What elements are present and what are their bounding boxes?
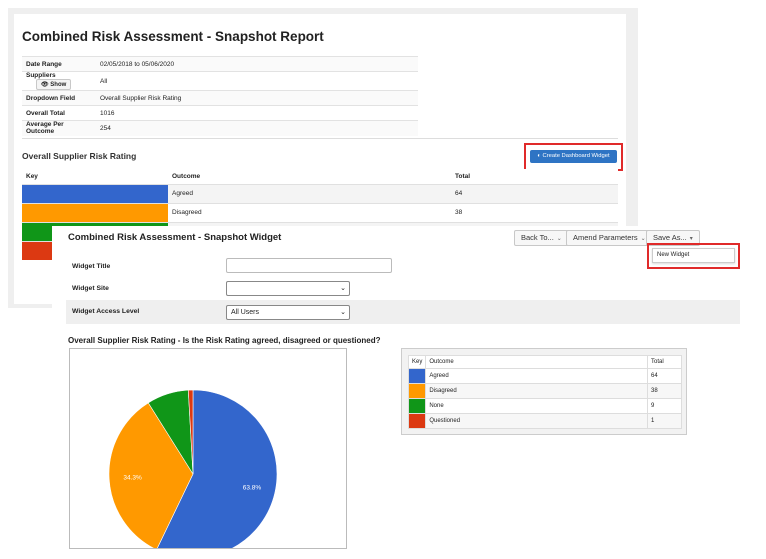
legend-row: Agreed 64 — [407, 368, 682, 384]
widget-site-label: Widget Site — [72, 285, 109, 292]
legend-swatch — [407, 398, 427, 414]
pie-slice-questioned — [187, 389, 194, 475]
legend-swatch — [407, 368, 427, 384]
widget-site-select[interactable]: ⌄ — [226, 281, 350, 296]
legend-panel: Key Outcome Total Agreed 64 Disagreed 38… — [401, 348, 687, 435]
widget-title-label: Widget Title — [72, 263, 111, 270]
back-to-label: Back To... — [521, 233, 554, 242]
legend-swatch — [407, 413, 427, 429]
legend-table: Key Outcome Total Agreed 64 Disagreed 38… — [407, 355, 682, 429]
chevron-down-icon: ⌄ — [556, 236, 562, 242]
widget-title: Combined Risk Assessment - Snapshot Widg… — [68, 232, 282, 243]
table-row: Disagreed 38 — [22, 202, 618, 222]
chevron-down-icon: ⌄ — [640, 236, 646, 242]
dropdown-field-value: Overall Supplier Risk Rating — [96, 90, 418, 106]
section-divider — [22, 138, 618, 139]
access-level-row: Widget Access Level All Users ⌄ — [66, 300, 740, 324]
access-level-value: All Users — [231, 309, 260, 316]
date-range-value: 02/05/2018 to 05/06/2020 — [96, 56, 418, 72]
suppliers-value: All — [96, 71, 418, 91]
save-as-label: Save As... — [653, 233, 687, 242]
legend-total-header: Total — [647, 355, 682, 369]
legend-row: Disagreed 38 — [407, 383, 682, 399]
widget-site-row: Widget Site ⌄ — [66, 277, 740, 301]
widget-title-row: Widget Title — [66, 255, 740, 279]
summary-row-suppliers: Suppliers 👁 Show All — [22, 71, 418, 91]
widget-panel: Combined Risk Assessment - Snapshot Widg… — [52, 226, 766, 559]
key-header: Key — [22, 169, 168, 185]
outcome-cell: Agreed — [168, 183, 451, 203]
pie-slice-label: 34.3% — [123, 474, 142, 481]
new-widget-highlight: New Widget — [647, 243, 740, 269]
access-level-select[interactable]: All Users ⌄ — [226, 305, 350, 320]
total-header: Total — [451, 169, 618, 185]
summary-row-date-range: Date Range 02/05/2018 to 05/06/2020 — [22, 56, 418, 72]
report-panel: Combined Risk Assessment - Snapshot Repo… — [8, 8, 638, 308]
color-swatch — [22, 184, 168, 203]
section-title: Overall Supplier Risk Rating — [22, 151, 137, 161]
legend-key-header: Key — [407, 355, 427, 369]
pie-chart-container: 63.8% 34.3% — [69, 348, 347, 559]
legend-outcome: Disagreed — [425, 383, 648, 399]
outcome-cell: Disagreed — [168, 202, 451, 222]
widget-title-input[interactable] — [226, 258, 392, 273]
legend-total: 64 — [647, 368, 682, 384]
summary-row-dropdown-field: Dropdown Field Overall Supplier Risk Rat… — [22, 90, 418, 106]
report-title: Combined Risk Assessment - Snapshot Repo… — [22, 29, 324, 44]
total-cell: 64 — [451, 183, 618, 203]
new-widget-menu-item[interactable]: New Widget — [652, 248, 735, 263]
back-to-button[interactable]: Back To... ⌄ — [514, 230, 569, 246]
average-value: 254 — [96, 120, 418, 136]
create-widget-highlight: ◐ Create Dashboard Widget — [524, 143, 623, 171]
overall-total-label: Overall Total — [22, 105, 96, 121]
legend-total: 38 — [647, 383, 682, 399]
create-dashboard-widget-button[interactable]: ◐ Create Dashboard Widget — [530, 150, 617, 163]
report-content: Combined Risk Assessment - Snapshot Repo… — [14, 14, 626, 304]
risk-rating-header-row: Key Outcome Total — [22, 169, 618, 185]
summary-row-overall-total: Overall Total 1016 — [22, 105, 418, 121]
legend-total: 9 — [647, 398, 682, 414]
legend-outcome: Agreed — [425, 368, 648, 384]
eye-icon: 👁 — [41, 82, 49, 88]
summary-row-average: Average Per Outcome 254 — [22, 120, 418, 136]
legend-swatch — [407, 383, 427, 399]
average-label: Average Per Outcome — [22, 120, 96, 136]
pie-slice-label: 63.8% — [243, 484, 262, 491]
summary-table: Date Range 02/05/2018 to 05/06/2020 Supp… — [22, 56, 418, 136]
legend-outcome-header: Outcome — [425, 355, 648, 369]
suppliers-show-button[interactable]: 👁 Show — [36, 79, 72, 90]
legend-total: 1 — [647, 413, 682, 429]
suppliers-label: Suppliers — [26, 72, 56, 79]
save-as-button[interactable]: Save As... ▾ — [646, 230, 700, 246]
color-swatch — [22, 203, 168, 222]
outcome-header: Outcome — [168, 169, 451, 185]
access-level-label: Widget Access Level — [72, 308, 140, 315]
caret-down-icon: ▾ — [689, 236, 693, 242]
overall-total-value: 1016 — [96, 105, 418, 121]
amend-parameters-button[interactable]: Amend Parameters ⌄ — [566, 230, 653, 246]
chevron-down-icon: ⌄ — [340, 309, 346, 316]
total-cell: 38 — [451, 202, 618, 222]
dashboard-icon: ◐ — [537, 153, 541, 159]
table-row: Agreed 64 — [22, 183, 618, 203]
chevron-down-icon: ⌄ — [340, 285, 346, 292]
show-button-label: Show — [50, 82, 67, 88]
chart-title: Overall Supplier Risk Rating - Is the Ri… — [68, 336, 381, 345]
pie-slice-disagreed — [108, 402, 194, 551]
amend-parameters-label: Amend Parameters — [573, 233, 638, 242]
legend-outcome: None — [425, 398, 648, 414]
dropdown-field-label: Dropdown Field — [22, 90, 96, 106]
create-widget-label: Create Dashboard Widget — [542, 153, 610, 159]
date-range-label: Date Range — [22, 56, 96, 72]
legend-header-row: Key Outcome Total — [407, 355, 682, 369]
legend-row: Questioned 1 — [407, 413, 682, 429]
legend-row: None 9 — [407, 398, 682, 414]
legend-outcome: Questioned — [425, 413, 648, 429]
pie-chart: 63.8% 34.3% — [108, 389, 278, 559]
